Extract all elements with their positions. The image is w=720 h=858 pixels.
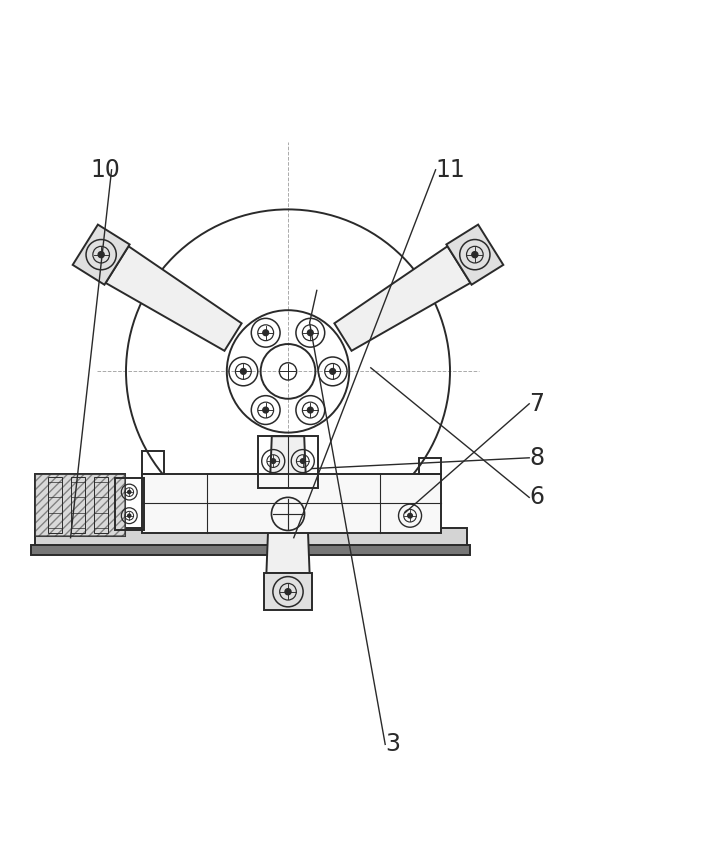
Bar [35,528,467,547]
Circle shape [127,514,131,517]
Text: 6: 6 [529,486,544,510]
Text: 7: 7 [529,392,544,416]
Bar [31,545,470,555]
Polygon shape [334,246,470,351]
Bar [94,477,108,533]
Circle shape [330,369,336,374]
Circle shape [307,408,313,413]
Circle shape [98,251,104,257]
Circle shape [472,251,478,257]
Bar [271,488,305,505]
Circle shape [127,491,131,493]
Text: 10: 10 [90,158,120,182]
Bar [35,474,125,535]
Circle shape [300,459,305,463]
Circle shape [263,329,269,335]
Circle shape [285,589,291,595]
Circle shape [408,513,413,518]
Bar [419,458,441,474]
Polygon shape [106,246,242,351]
Polygon shape [264,573,312,610]
Circle shape [271,459,276,463]
Circle shape [263,408,269,413]
Bar [258,436,318,488]
Bar [35,474,125,535]
Bar [48,477,62,533]
Polygon shape [73,225,130,285]
Text: 3: 3 [385,733,400,757]
Polygon shape [257,505,319,521]
Bar [115,478,144,529]
Text: 8: 8 [529,446,544,470]
Bar [143,451,164,474]
Bar [71,477,85,533]
Text: 11: 11 [436,158,465,182]
Circle shape [240,369,246,374]
Polygon shape [446,225,503,285]
Circle shape [307,329,313,335]
Bar [143,474,441,534]
Polygon shape [266,436,310,573]
